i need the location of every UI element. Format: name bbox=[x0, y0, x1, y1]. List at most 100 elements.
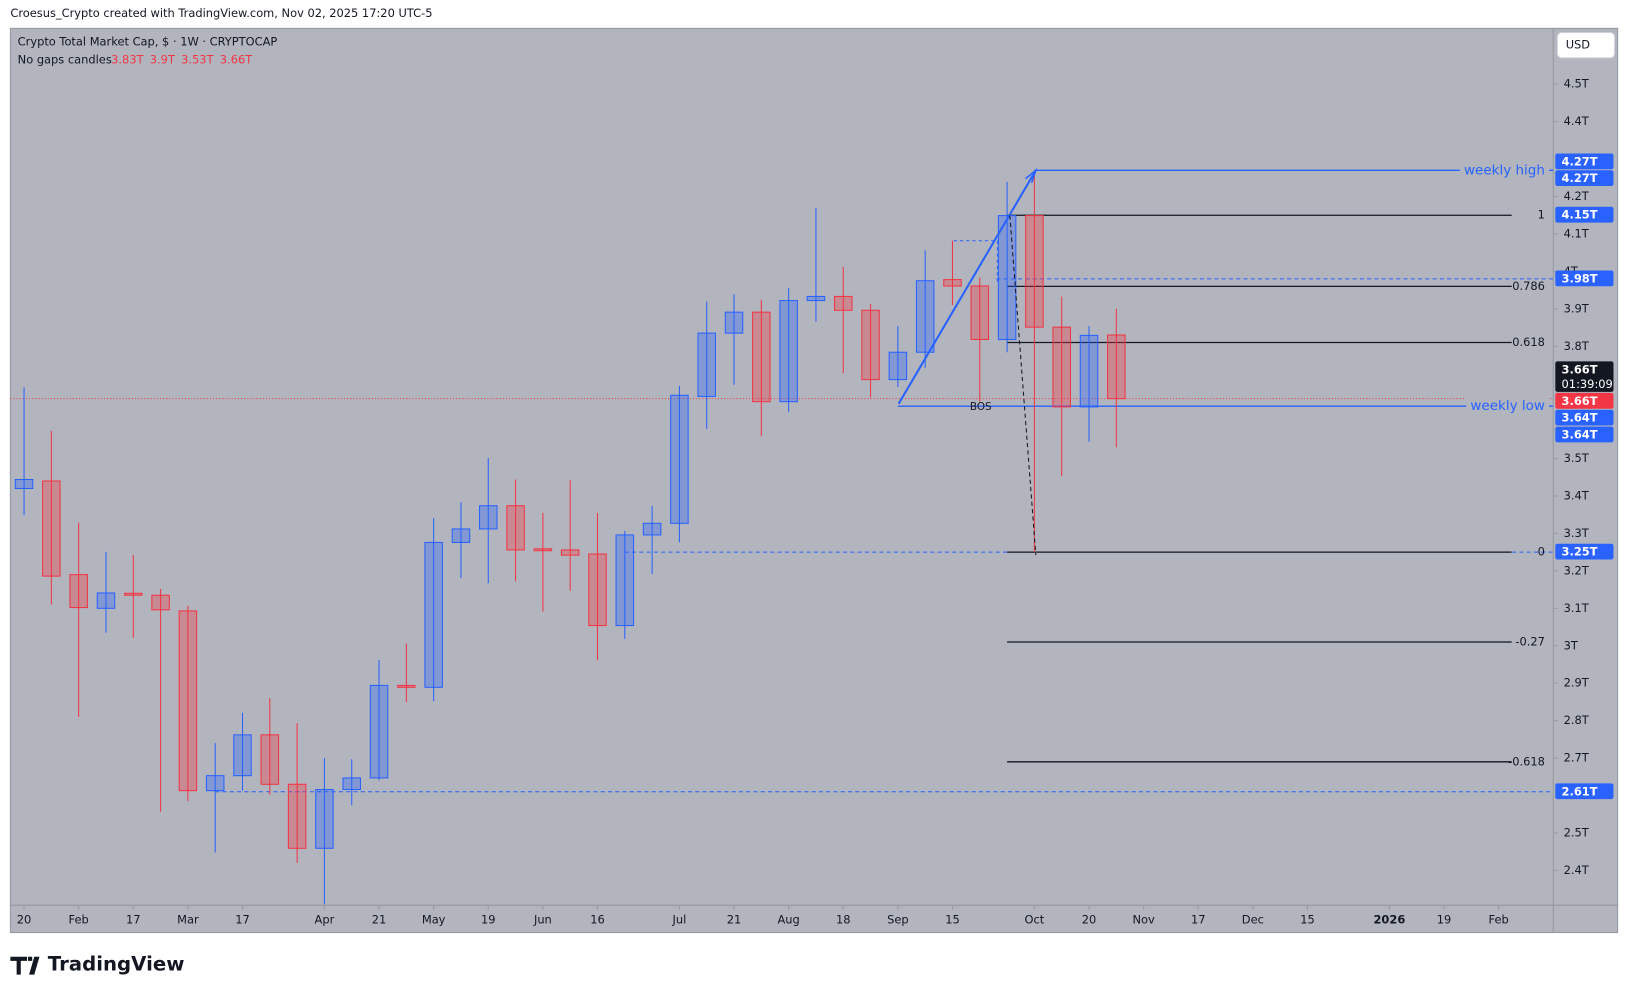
overlay: weekly high weekly low 1 0.786 0.618 0 -0.27 -0… bbox=[970, 153, 1614, 800]
ohlc-value: 3.83T bbox=[111, 52, 144, 66]
currency-label[interactable]: USD bbox=[1566, 38, 1591, 52]
y-tick-label: 2.8T bbox=[1564, 713, 1590, 727]
x-tick-label: 17 bbox=[126, 912, 141, 926]
x-tick-label: Feb bbox=[69, 912, 89, 926]
candle-body bbox=[588, 553, 607, 627]
candle-body bbox=[397, 684, 416, 688]
candle-body bbox=[915, 280, 935, 353]
candle-body bbox=[69, 574, 88, 609]
price-label-box bbox=[1555, 206, 1614, 223]
price-label: 3.66T bbox=[1562, 362, 1598, 376]
price-label-countdown: 01:39:09 bbox=[1562, 377, 1613, 391]
candle-body bbox=[997, 215, 1017, 341]
brand-name: TradingView bbox=[48, 953, 185, 976]
x-tick-label: Dec bbox=[1242, 912, 1264, 926]
x-tick-label: 15 bbox=[1300, 912, 1315, 926]
candle-body bbox=[1079, 334, 1099, 408]
candle-body bbox=[943, 279, 962, 287]
candle-body bbox=[888, 351, 908, 381]
x-tick-label: 2026 bbox=[1374, 912, 1406, 926]
candle-body bbox=[451, 528, 471, 543]
x-tick-label: 19 bbox=[481, 912, 496, 926]
y-tick-label: 2.7T bbox=[1564, 751, 1590, 765]
x-tick-label: Mar bbox=[177, 912, 199, 926]
price-label: 3.66T bbox=[1562, 394, 1598, 408]
attribution: Croesus_Crypto created with TradingView.… bbox=[10, 6, 432, 20]
x-tick-label: Feb bbox=[1489, 912, 1509, 926]
x-tick-label: 18 bbox=[836, 912, 851, 926]
candle-body bbox=[724, 311, 744, 334]
x-tick-label: Apr bbox=[315, 912, 335, 926]
candle-body bbox=[178, 610, 198, 792]
fib-label: 0 bbox=[1538, 545, 1545, 559]
y-tick-label: 2.9T bbox=[1564, 676, 1590, 690]
y-tick-label: 3T bbox=[1564, 638, 1579, 652]
dashed-box bbox=[953, 240, 998, 282]
fib-label: 0.786 bbox=[1512, 279, 1545, 293]
fib-label: 1 bbox=[1538, 208, 1545, 222]
price-label: 3.98T bbox=[1562, 271, 1598, 285]
x-tick-label: 16 bbox=[590, 912, 605, 926]
fib-label: -0.27 bbox=[1515, 634, 1545, 648]
candle-body bbox=[479, 505, 498, 530]
x-tick-label: May bbox=[422, 912, 446, 926]
candle-body bbox=[506, 505, 525, 551]
ohlc-value: 3.9T bbox=[150, 52, 176, 66]
y-tick-label: 3.9T bbox=[1564, 301, 1590, 315]
y-tick-label: 4.4T bbox=[1564, 114, 1590, 128]
candle-body bbox=[642, 522, 662, 536]
y-tick-label: 3.4T bbox=[1564, 488, 1590, 502]
currency-button[interactable] bbox=[1556, 32, 1616, 59]
y-tick-label: 3.8T bbox=[1564, 339, 1590, 353]
x-tick-label: 19 bbox=[1437, 912, 1452, 926]
y-tick-label: 3.5T bbox=[1564, 451, 1590, 465]
candle-body bbox=[151, 594, 170, 611]
y-tick-label: 4.5T bbox=[1564, 77, 1590, 91]
brand-logo bbox=[10, 956, 40, 975]
candle-body bbox=[1052, 326, 1071, 408]
x-tick-label: Nov bbox=[1132, 912, 1154, 926]
price-label-box bbox=[1555, 153, 1614, 170]
price-label-box bbox=[1555, 543, 1614, 560]
y-tick-label: 2.4T bbox=[1564, 863, 1590, 877]
chart-subtitle: No gaps candles bbox=[18, 52, 112, 66]
candle-body bbox=[1107, 334, 1126, 400]
x-tick-label: 17 bbox=[1191, 912, 1206, 926]
price-label-box bbox=[1555, 426, 1614, 443]
candle-body bbox=[806, 295, 826, 302]
candle-body bbox=[533, 548, 553, 552]
level-label: weekly low bbox=[1470, 398, 1545, 414]
price-label: 4.15T bbox=[1562, 208, 1598, 222]
chart-frame bbox=[9, 27, 1619, 934]
x-tick-label: Jun bbox=[533, 912, 552, 926]
price-label-box bbox=[1555, 783, 1614, 800]
trend-arrow bbox=[1024, 168, 1038, 184]
x-tick-label: Oct bbox=[1025, 912, 1045, 926]
price-label: 3.64T bbox=[1562, 427, 1598, 441]
x-tick-label: Sep bbox=[887, 912, 909, 926]
level-label: weekly high bbox=[1464, 162, 1545, 178]
fib-label: 0.618 bbox=[1512, 335, 1545, 349]
price-label-box bbox=[1555, 270, 1614, 287]
trend-line bbox=[897, 169, 1037, 405]
candle-body bbox=[96, 592, 116, 609]
y-tick-label: 4.1T bbox=[1564, 226, 1590, 240]
x-tick-label: Aug bbox=[777, 912, 799, 926]
candle-body bbox=[697, 332, 716, 397]
candle-body bbox=[833, 295, 853, 311]
candle-body bbox=[752, 311, 771, 403]
y-tick-label: 4.2T bbox=[1564, 189, 1590, 203]
candle-body bbox=[615, 534, 635, 627]
chart-title: Crypto Total Market Cap, $ · 1W · CRYPTO… bbox=[18, 35, 278, 49]
candle-body bbox=[861, 309, 880, 381]
candle-body bbox=[205, 775, 225, 792]
candle-body bbox=[779, 300, 798, 403]
y-tick-label: 2.5T bbox=[1564, 825, 1590, 839]
candle-body bbox=[14, 478, 34, 490]
price-label-box bbox=[1555, 409, 1614, 426]
candle-body bbox=[369, 684, 389, 779]
ohlc-value: 3.66T bbox=[220, 52, 253, 66]
x-tick-label: 21 bbox=[727, 912, 742, 926]
candle-body bbox=[124, 592, 143, 596]
brand-icon bbox=[10, 956, 40, 975]
